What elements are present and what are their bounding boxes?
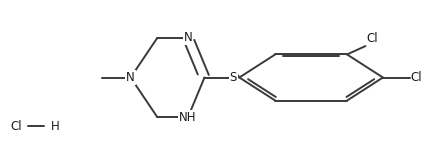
- Text: Cl: Cl: [411, 71, 422, 84]
- Text: H: H: [50, 120, 59, 133]
- Text: N: N: [184, 31, 192, 44]
- Text: Cl: Cl: [367, 31, 378, 44]
- Text: NH: NH: [179, 111, 197, 124]
- Text: S: S: [229, 71, 237, 84]
- Text: Cl: Cl: [10, 120, 22, 133]
- Text: N: N: [126, 71, 135, 84]
